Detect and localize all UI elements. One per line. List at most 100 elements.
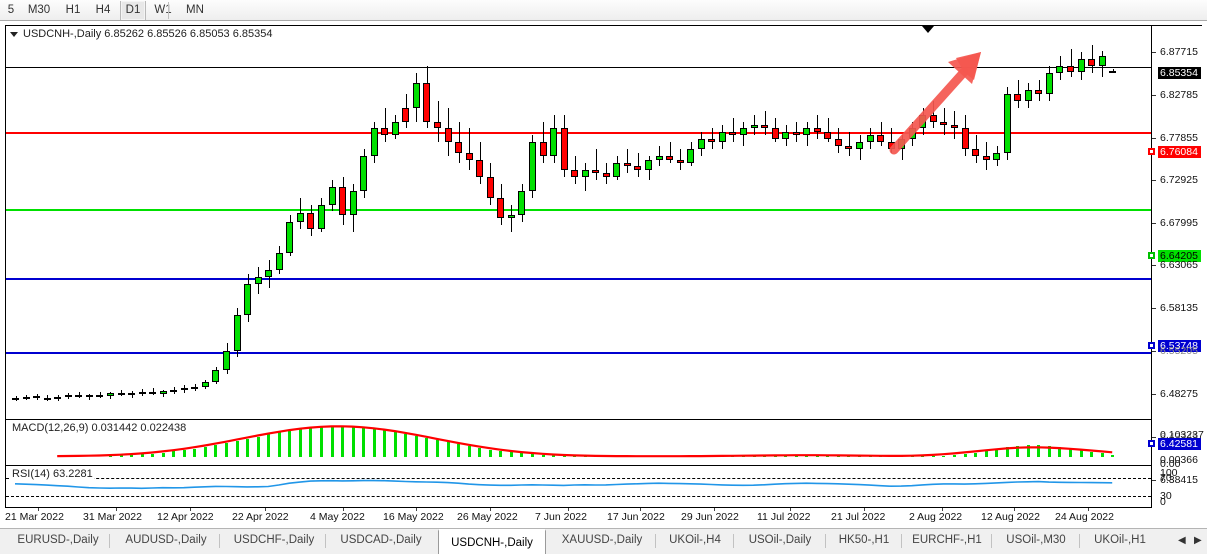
chart-frame[interactable]: USDCNH-,Daily 6.85262 6.85526 6.85053 6.… xyxy=(5,25,1204,530)
chart-top-marker-icon xyxy=(922,26,934,33)
timeframe-button-m30[interactable]: M30 xyxy=(27,4,51,16)
chart-tab-usoil--daily[interactable]: USOil-,Daily xyxy=(748,534,812,546)
macd-scale-label: 0.103237 xyxy=(1160,429,1204,441)
price-scale-label: 6.82785 xyxy=(1160,89,1198,101)
timeframe-button-h1[interactable]: H1 xyxy=(65,4,81,16)
macd-histogram-bar xyxy=(162,452,165,457)
date-axis-label: 12 Aug 2022 xyxy=(981,511,1040,523)
candle-body-up xyxy=(106,393,114,397)
price-level-handle[interactable] xyxy=(1148,440,1155,447)
chart-tab-usdcnh--daily[interactable]: USDCNH-,Daily xyxy=(438,529,546,554)
candle-body-up xyxy=(697,138,705,150)
candle-body-up xyxy=(645,159,652,170)
chart-tab-usdcad--daily[interactable]: USDCAD-,Daily xyxy=(340,534,422,546)
tab-nav-prev-icon[interactable]: ◀ xyxy=(1178,535,1186,546)
candle-body-up xyxy=(782,131,790,139)
macd-histogram-bar xyxy=(257,436,260,457)
candle-wick xyxy=(511,204,512,233)
macd-histogram-bar xyxy=(964,454,967,457)
chart-tab-ukoil--h4[interactable]: UKOil-,H4 xyxy=(669,534,721,546)
candle-body-dn xyxy=(117,393,125,396)
date-axis-tick xyxy=(265,508,266,511)
timeframe-button-5[interactable]: 5 xyxy=(7,4,15,16)
price-level-handle[interactable] xyxy=(1148,252,1155,259)
candle-body-up xyxy=(993,152,1001,160)
price-line-support[interactable] xyxy=(6,209,1151,211)
candle-wick xyxy=(817,114,818,139)
candle-body-dn xyxy=(813,128,821,132)
candle-body-dn xyxy=(982,156,990,160)
price-level-handle[interactable] xyxy=(1148,148,1155,155)
date-axis-label: 26 May 2022 xyxy=(457,511,518,523)
candle-wick xyxy=(121,389,122,397)
price-scale-divider xyxy=(1151,26,1152,509)
candle-body-dn xyxy=(476,159,484,177)
price-line-level-1[interactable] xyxy=(6,278,1151,280)
price-level-handle[interactable] xyxy=(1148,342,1155,349)
candle-wick xyxy=(638,152,639,177)
candle-wick xyxy=(881,121,882,146)
chart-tab-usoil--m30[interactable]: USOil-,M30 xyxy=(1006,534,1066,546)
candle-body-up xyxy=(159,391,167,394)
macd-histogram-bar xyxy=(542,454,545,457)
price-scale-tick xyxy=(1152,223,1156,224)
candle-body-dn xyxy=(1088,59,1096,67)
timeframe-button-d1[interactable]: D1 xyxy=(120,1,146,20)
candle-body-dn xyxy=(676,159,684,164)
candle-body-up xyxy=(613,163,621,177)
date-axis-tick xyxy=(116,508,117,511)
candle-body-dn xyxy=(444,128,452,143)
chevron-down-icon[interactable] xyxy=(10,32,18,37)
candle-body-dn xyxy=(845,145,853,150)
candle-body-up xyxy=(1109,70,1117,73)
candle-wick xyxy=(733,118,734,143)
candle-wick xyxy=(606,163,607,184)
macd-histogram-bar xyxy=(1048,445,1051,457)
candle-body-dn xyxy=(729,131,737,136)
chart-tab-hk50--h1[interactable]: HK50-,H1 xyxy=(838,534,890,546)
chart-tab-audusd--daily[interactable]: AUDUSD-,Daily xyxy=(125,534,207,546)
macd-histogram-bar xyxy=(246,438,249,457)
date-axis-label: 2 Aug 2022 xyxy=(909,511,963,523)
candle-body-up xyxy=(518,190,526,215)
tab-nav-next-icon[interactable]: ▶ xyxy=(1194,535,1202,546)
date-axis-label: 21 Jul 2022 xyxy=(831,511,886,523)
candle-body-dn xyxy=(940,121,948,125)
price-scale-tick xyxy=(1152,180,1156,181)
price-scale-label: 6.87715 xyxy=(1160,46,1198,58)
price-scale-tick xyxy=(1152,437,1156,438)
date-axis-tick xyxy=(864,508,865,511)
candle-body-up xyxy=(22,396,30,399)
macd-histogram-bar xyxy=(331,426,334,457)
candle-body-dn xyxy=(834,138,842,146)
candle-wick xyxy=(385,107,386,143)
candle-body-dn xyxy=(972,149,980,157)
candle-body-up xyxy=(1024,90,1032,101)
macd-histogram-bar xyxy=(425,437,428,457)
timeframe-button-mn[interactable]: MN xyxy=(186,4,204,16)
date-axis-tick xyxy=(490,508,491,511)
timeframe-button-w1[interactable]: W1 xyxy=(154,4,172,16)
macd-histogram-bar xyxy=(552,455,555,457)
price-scale[interactable]: 6.87715 6.85354 6.82785 6.77855 6.76084 6.729… xyxy=(1148,26,1204,530)
macd-pane[interactable]: MACD(12,26,9) 0.031442 0.022438 xyxy=(6,421,1151,466)
candle-body-up xyxy=(1045,73,1053,94)
tab-divider xyxy=(733,534,734,548)
chart-tab-ukoil--h1[interactable]: UKOil-,H1 xyxy=(1094,534,1146,546)
price-line-level-2[interactable] xyxy=(6,352,1151,354)
macd-scale-label: 0.00 xyxy=(1160,458,1181,470)
chart-tab-xauusd--daily[interactable]: XAUUSD-,Daily xyxy=(561,534,643,546)
chart-tab-eurchf--h1[interactable]: EURCHF-,H1 xyxy=(912,534,982,546)
timeframe-button-h4[interactable]: H4 xyxy=(95,4,111,16)
price-line-resistance[interactable] xyxy=(6,132,1151,134)
chart-tab-bar[interactable]: EURUSD-,Daily AUDUSD-,Daily USDCHF-,Daily U… xyxy=(0,528,1207,554)
chart-tab-eurusd--daily[interactable]: EURUSD-,Daily xyxy=(17,534,99,546)
date-axis-label: 24 Aug 2022 xyxy=(1055,511,1114,523)
tab-divider xyxy=(655,534,656,548)
rsi-pane[interactable]: RSI(14) 63.2281 xyxy=(6,467,1151,508)
chart-tab-usdchf--daily[interactable]: USDCHF-,Daily xyxy=(233,534,315,546)
price-line-close-level[interactable] xyxy=(6,67,1151,68)
candle-wick xyxy=(828,118,829,143)
candle-body-dn xyxy=(33,396,41,399)
macd-histogram-bar xyxy=(974,452,977,457)
